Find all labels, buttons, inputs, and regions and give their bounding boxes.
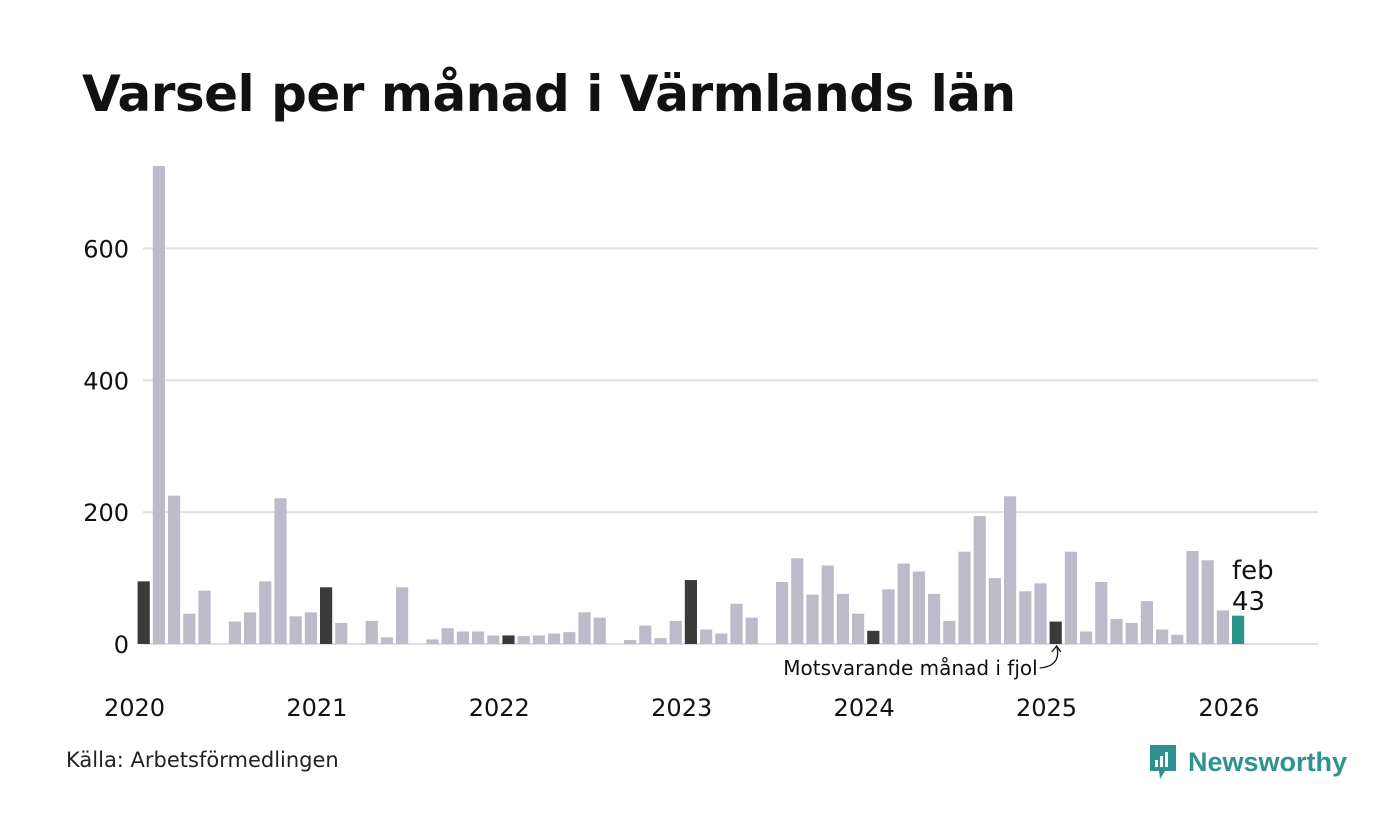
x-tick-label: 2020 [104, 694, 165, 722]
bar [1216, 610, 1229, 644]
bar [517, 636, 530, 644]
bar [137, 581, 150, 644]
bar [487, 635, 500, 644]
bar [1110, 618, 1123, 644]
x-tick-label: 2023 [651, 694, 712, 722]
bar [456, 631, 469, 644]
bar [380, 637, 393, 644]
bar [776, 582, 789, 644]
bar [441, 628, 454, 644]
bar [639, 625, 652, 644]
x-tick-label: 2022 [469, 694, 530, 722]
bar [897, 563, 910, 644]
bar [745, 617, 758, 644]
bars [137, 166, 1245, 644]
bar [791, 558, 804, 644]
bar [335, 622, 348, 644]
bar [304, 612, 317, 644]
annotation-arrow [1039, 645, 1059, 669]
bar [1171, 634, 1184, 644]
bar [669, 620, 682, 644]
bar [593, 617, 606, 644]
bar [502, 635, 515, 644]
bar [806, 594, 819, 644]
bar [289, 616, 302, 644]
x-tick-label: 2025 [1016, 694, 1077, 722]
bar [821, 565, 834, 644]
bar [1080, 631, 1093, 644]
bar [654, 638, 667, 644]
gridlines [143, 247, 1318, 645]
bar [912, 571, 925, 644]
bar [1140, 601, 1153, 644]
bar [1125, 622, 1138, 644]
bar [928, 593, 941, 644]
bar [988, 578, 1001, 644]
previous-year-annotation: Motsvarande månad i fjol [783, 644, 1062, 680]
bar [852, 613, 865, 644]
bar [1232, 615, 1245, 644]
y-axis-ticks: 0 200 400 600 [83, 235, 129, 659]
bar [396, 587, 409, 644]
latest-value-callout: feb 43 [1232, 556, 1274, 617]
callout-value-label: 43 [1232, 587, 1265, 617]
y-tick-label: 600 [83, 235, 129, 263]
y-tick-label: 200 [83, 499, 129, 527]
bar [958, 551, 971, 644]
bar [274, 498, 287, 644]
annotation-text: Motsvarande månad i fjol [783, 656, 1037, 680]
bar [730, 603, 743, 644]
bar [715, 633, 728, 644]
bar [320, 587, 333, 644]
bar [548, 633, 561, 644]
bar [365, 620, 378, 644]
bar [578, 612, 591, 644]
bar [426, 639, 439, 644]
bar [532, 635, 545, 644]
bar [836, 593, 849, 644]
chart-title: Varsel per månad i Värmlands län [82, 65, 1016, 123]
bar [1004, 496, 1017, 644]
bar [1156, 629, 1169, 644]
bar [1201, 560, 1214, 644]
bar [1049, 621, 1062, 644]
bar [228, 621, 241, 644]
x-tick-label: 2024 [834, 694, 895, 722]
bar [183, 613, 196, 644]
bar [563, 632, 576, 644]
bar [152, 166, 165, 644]
bar [1186, 551, 1199, 644]
bar [244, 612, 257, 644]
bar [1095, 582, 1108, 644]
bar [684, 580, 697, 644]
bar [973, 516, 986, 644]
y-tick-label: 400 [83, 367, 129, 395]
bar [259, 581, 272, 644]
bar [168, 495, 181, 644]
annotation-arrowhead [1051, 644, 1062, 653]
x-axis-ticks: 2020 2021 2022 2023 2024 2025 2026 [104, 694, 1259, 722]
brand: Newsworthy [1148, 742, 1347, 782]
brand-name: Newsworthy [1188, 746, 1348, 777]
bar [700, 629, 713, 644]
callout-month-label: feb [1232, 556, 1274, 586]
bar [624, 640, 637, 644]
x-tick-label: 2026 [1198, 694, 1259, 722]
bar [1019, 591, 1032, 644]
bar [472, 631, 485, 644]
bar [198, 590, 211, 644]
bar [943, 620, 956, 644]
bar [882, 589, 895, 644]
bar [867, 630, 880, 644]
y-tick-label: 0 [114, 631, 129, 659]
x-tick-label: 2021 [286, 694, 347, 722]
bar [1034, 583, 1047, 644]
source-note: Källa: Arbetsförmedlingen [66, 748, 339, 772]
newsworthy-logo-icon [1150, 745, 1176, 779]
bar [1064, 551, 1077, 644]
